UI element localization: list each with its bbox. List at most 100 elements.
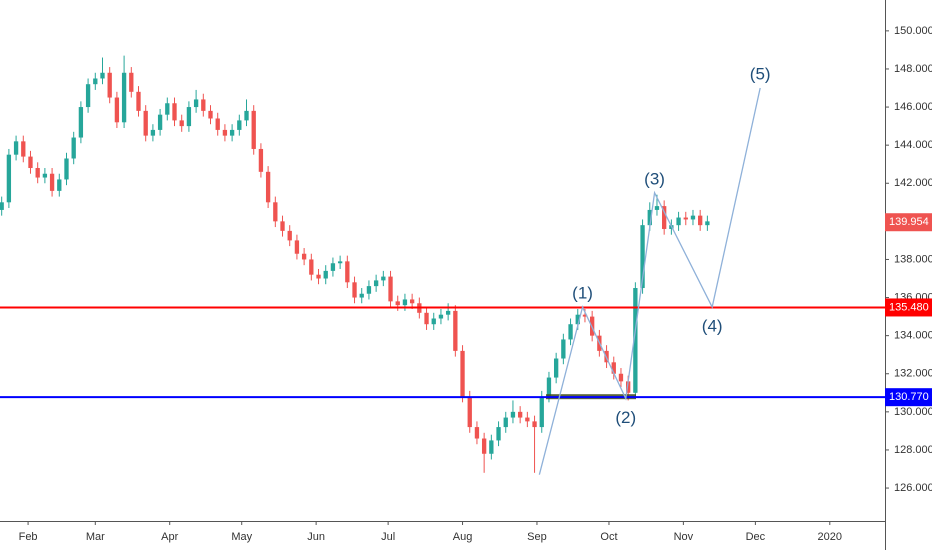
candle-body xyxy=(683,217,688,220)
candle-body xyxy=(85,84,91,108)
candle-body xyxy=(510,411,516,418)
candle-body xyxy=(517,411,523,418)
x-tick-label: Dec xyxy=(746,531,766,543)
wave-label: (2) xyxy=(615,408,636,427)
candle-body xyxy=(359,293,364,298)
candle-body xyxy=(179,120,184,127)
candle-body xyxy=(244,110,249,121)
candle-body xyxy=(237,120,242,130)
candle-body xyxy=(316,274,321,279)
level-label-box xyxy=(885,388,932,407)
y-tick-label: 150.000 xyxy=(894,25,932,37)
wave-line xyxy=(538,87,761,475)
candle-body xyxy=(647,209,652,226)
last-price-label: 139.954 xyxy=(889,216,929,228)
candle-body xyxy=(13,141,19,155)
candle-body xyxy=(301,253,307,260)
last-price-box xyxy=(885,213,932,232)
candle-body xyxy=(193,99,199,108)
candle-body xyxy=(546,377,552,397)
y-tick-label: 148.000 xyxy=(894,63,932,75)
wave-label: (1) xyxy=(572,284,593,303)
candle-body xyxy=(618,373,624,382)
candle-body xyxy=(662,206,667,229)
candle-body xyxy=(121,72,127,123)
wave-label: (4) xyxy=(702,317,723,336)
candle-body xyxy=(215,118,220,130)
candle-body xyxy=(381,276,386,281)
level-label-box xyxy=(885,298,932,317)
candle-body xyxy=(323,270,328,279)
level-label: 130.770 xyxy=(889,391,929,403)
candle-body xyxy=(330,263,336,271)
y-tick-label: 128.000 xyxy=(894,444,932,456)
candle-body xyxy=(42,173,48,178)
candle-body xyxy=(503,417,508,428)
candle-body xyxy=(64,158,69,180)
candle-body xyxy=(129,72,134,92)
candle-body xyxy=(294,240,300,254)
candle-body xyxy=(93,78,98,85)
candle-body xyxy=(251,110,256,149)
candle-body xyxy=(265,171,271,203)
candle-body xyxy=(698,215,703,226)
x-tick-label: Feb xyxy=(19,531,38,543)
x-tick-label: Jul xyxy=(381,531,395,543)
candle-body xyxy=(424,312,429,325)
x-tick-label: May xyxy=(231,531,252,543)
candle-body xyxy=(186,107,192,127)
candle-body xyxy=(561,339,566,359)
candle-body xyxy=(568,324,573,340)
candle-body xyxy=(280,221,285,231)
candle-body xyxy=(575,314,580,325)
candle-body xyxy=(654,206,660,210)
x-tick-label: Oct xyxy=(600,531,617,543)
candle-body xyxy=(467,396,472,428)
candle-body xyxy=(633,288,638,393)
candle-body xyxy=(676,217,681,226)
x-tick-label: Mar xyxy=(86,531,105,543)
candle-body xyxy=(337,261,343,264)
candle-body xyxy=(402,299,408,306)
candle-body xyxy=(114,97,120,123)
y-tick-label: 138.000 xyxy=(894,253,932,265)
candle-body xyxy=(366,286,372,294)
axes: 126.000128.000130.000132.000134.000136.0… xyxy=(19,25,932,543)
y-tick-label: 144.000 xyxy=(894,139,932,151)
candle-body xyxy=(157,114,163,130)
candle-body xyxy=(287,230,292,241)
candle-body xyxy=(208,110,213,119)
plot-area: (1) (2) (3) (4) (5) xyxy=(0,55,885,475)
candle-body xyxy=(222,129,228,136)
wave-label: (5) xyxy=(750,64,771,83)
x-tick-label: Aug xyxy=(453,531,473,543)
candle-body xyxy=(201,99,206,111)
candle-body xyxy=(640,225,645,289)
y-tick-label: 130.000 xyxy=(894,406,932,418)
candle-body xyxy=(489,440,494,454)
candle-body xyxy=(258,148,264,172)
candle-body xyxy=(107,72,112,98)
candle-body xyxy=(273,202,278,222)
candle-body xyxy=(409,299,415,304)
candle-body xyxy=(395,301,400,306)
candle-body xyxy=(690,215,696,220)
candle-body xyxy=(481,438,487,454)
candle-body xyxy=(165,103,170,115)
candle-body xyxy=(78,107,84,138)
candle-body xyxy=(136,91,141,111)
candle-body xyxy=(460,350,465,397)
candle-body xyxy=(474,427,480,439)
candle-body xyxy=(35,168,40,178)
candle-body xyxy=(553,358,559,378)
x-tick-label: Jun xyxy=(307,531,325,543)
candle-body xyxy=(431,318,436,325)
candle-body xyxy=(445,310,451,315)
y-tick-label: 132.000 xyxy=(894,368,932,380)
candle-body xyxy=(57,179,62,191)
candle-body xyxy=(373,280,379,287)
candle-body xyxy=(309,259,314,275)
